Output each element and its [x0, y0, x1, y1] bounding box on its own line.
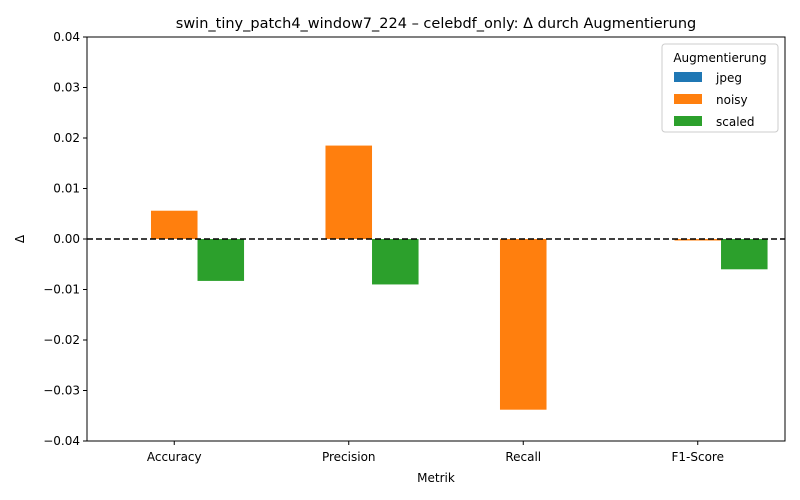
legend: Augmentierung jpeg noisy scaled: [661, 43, 779, 133]
bar-noisy-f1-score: [674, 239, 722, 241]
bar-noisy-precision: [325, 145, 373, 239]
bar-noisy-accuracy: [150, 210, 198, 239]
legend-swatch-scaled: [674, 116, 702, 126]
x-tick-label: Recall: [505, 450, 541, 464]
chart-title: swin_tiny_patch4_window7_224 – celebdf_o…: [176, 16, 696, 32]
plot-frame: [86, 36, 786, 442]
x-tick-label: Precision: [322, 450, 376, 464]
x-axis-label: Metrik: [417, 471, 455, 485]
y-axis-label: Δ: [13, 234, 27, 243]
legend-entry-jpeg: jpeg: [715, 71, 742, 85]
y-tick-label: −0.04: [43, 434, 80, 448]
y-tick-label: 0.00: [53, 232, 80, 246]
bar-scaled-precision: [372, 239, 419, 285]
legend-swatch-noisy: [674, 94, 702, 104]
y-tick-label: −0.01: [43, 283, 80, 297]
y-tick-label: 0.02: [53, 131, 80, 145]
legend-swatch-jpeg: [674, 72, 702, 82]
y-tick-label: 0.03: [53, 81, 80, 95]
y-tick-label: 0.04: [53, 30, 80, 44]
x-tick-label: F1-Score: [672, 450, 724, 464]
bars-group: [150, 145, 768, 410]
x-axis: Accuracy Precision Recall F1-Score: [147, 441, 724, 464]
legend-title: Augmentierung: [673, 51, 766, 65]
legend-frame: [661, 43, 779, 133]
bar-noisy-recall: [499, 239, 547, 410]
y-tick-label: −0.02: [43, 333, 80, 347]
x-tick-label: Accuracy: [147, 450, 202, 464]
legend-entry-scaled: scaled: [716, 115, 755, 129]
bar-scaled-f1-score: [721, 239, 768, 270]
bar-scaled-accuracy: [197, 239, 245, 281]
y-tick-label: −0.03: [43, 384, 80, 398]
y-axis: −0.04 −0.03 −0.02 −0.01 0.00 0.01 0.02 0.03 0.04: [43, 30, 87, 448]
legend-entry-noisy: noisy: [716, 93, 748, 107]
y-tick-label: 0.01: [53, 182, 80, 196]
